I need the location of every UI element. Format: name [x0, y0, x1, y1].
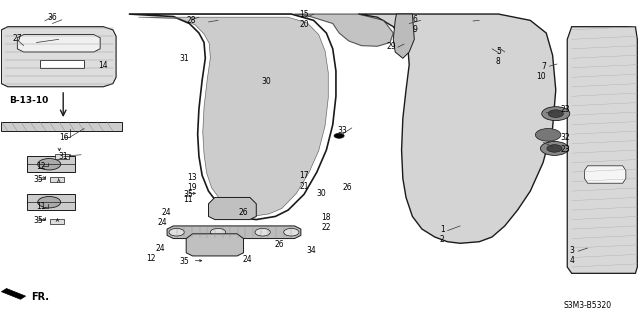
Text: 7: 7 — [541, 62, 547, 71]
FancyBboxPatch shape — [50, 219, 64, 224]
Text: 34: 34 — [306, 246, 316, 255]
Text: 12: 12 — [147, 254, 156, 263]
Text: FR.: FR. — [31, 292, 49, 302]
Text: 17: 17 — [300, 171, 309, 181]
Text: 2: 2 — [440, 235, 445, 244]
Polygon shape — [584, 166, 626, 183]
Circle shape — [540, 141, 568, 155]
Text: 10: 10 — [537, 72, 547, 81]
Text: 5: 5 — [496, 47, 500, 56]
Text: 26: 26 — [274, 240, 284, 249]
Text: 35: 35 — [33, 216, 43, 225]
FancyBboxPatch shape — [55, 154, 69, 159]
Circle shape — [38, 197, 61, 208]
Text: 1: 1 — [440, 225, 445, 234]
Polygon shape — [40, 60, 84, 68]
Text: 6: 6 — [412, 15, 417, 24]
Polygon shape — [138, 17, 328, 216]
Circle shape — [255, 228, 270, 236]
Polygon shape — [1, 27, 116, 87]
Polygon shape — [17, 34, 100, 52]
Text: 35: 35 — [180, 257, 189, 266]
Polygon shape — [186, 234, 244, 256]
Text: 24: 24 — [162, 208, 172, 217]
Text: 24: 24 — [156, 244, 165, 253]
Text: 23: 23 — [561, 145, 570, 153]
Polygon shape — [294, 14, 394, 46]
Text: 9: 9 — [412, 25, 417, 34]
Text: S3M3-B5320: S3M3-B5320 — [564, 301, 612, 310]
Text: 30: 30 — [261, 77, 271, 85]
Text: 4: 4 — [570, 256, 575, 265]
Text: 13: 13 — [188, 173, 197, 182]
Polygon shape — [27, 194, 75, 210]
Text: 14: 14 — [99, 61, 108, 70]
Text: 11: 11 — [183, 196, 193, 204]
Text: 33: 33 — [338, 126, 348, 135]
Polygon shape — [1, 122, 122, 131]
Text: 11: 11 — [36, 203, 46, 211]
Text: 26: 26 — [239, 208, 248, 217]
Polygon shape — [209, 197, 256, 219]
Text: 24: 24 — [157, 218, 167, 226]
Circle shape — [284, 228, 299, 236]
Text: 32: 32 — [561, 133, 570, 142]
Text: 23: 23 — [561, 105, 570, 114]
Text: 31: 31 — [59, 152, 68, 161]
Circle shape — [547, 145, 562, 152]
Text: 21: 21 — [300, 182, 309, 190]
Circle shape — [548, 110, 563, 117]
Text: 26: 26 — [343, 183, 353, 192]
Polygon shape — [358, 14, 556, 243]
Text: 19: 19 — [188, 183, 197, 192]
Polygon shape — [567, 27, 637, 273]
Circle shape — [169, 228, 184, 236]
Text: 20: 20 — [300, 20, 309, 29]
Polygon shape — [394, 14, 414, 58]
Text: 15: 15 — [300, 10, 309, 19]
Circle shape — [541, 107, 570, 121]
Text: 35: 35 — [183, 190, 193, 199]
FancyBboxPatch shape — [50, 177, 64, 182]
Text: B-13-10: B-13-10 — [9, 96, 48, 105]
Circle shape — [211, 228, 226, 236]
Text: 16: 16 — [59, 133, 68, 142]
Text: 30: 30 — [317, 189, 326, 198]
Circle shape — [536, 129, 561, 141]
Text: 28: 28 — [186, 16, 196, 25]
Text: 18: 18 — [321, 212, 331, 222]
Text: 3: 3 — [570, 246, 575, 255]
Text: 24: 24 — [243, 255, 252, 264]
Polygon shape — [167, 226, 301, 239]
Text: 31: 31 — [180, 55, 189, 63]
Text: 12: 12 — [36, 162, 46, 171]
Text: 29: 29 — [387, 42, 396, 51]
Text: 8: 8 — [496, 57, 500, 66]
Polygon shape — [1, 288, 26, 299]
Text: 27: 27 — [13, 34, 22, 43]
Text: 36: 36 — [47, 13, 57, 22]
Polygon shape — [27, 156, 75, 172]
Circle shape — [334, 133, 344, 138]
Circle shape — [38, 159, 61, 170]
Text: 35: 35 — [33, 174, 43, 184]
Text: 22: 22 — [321, 223, 331, 232]
